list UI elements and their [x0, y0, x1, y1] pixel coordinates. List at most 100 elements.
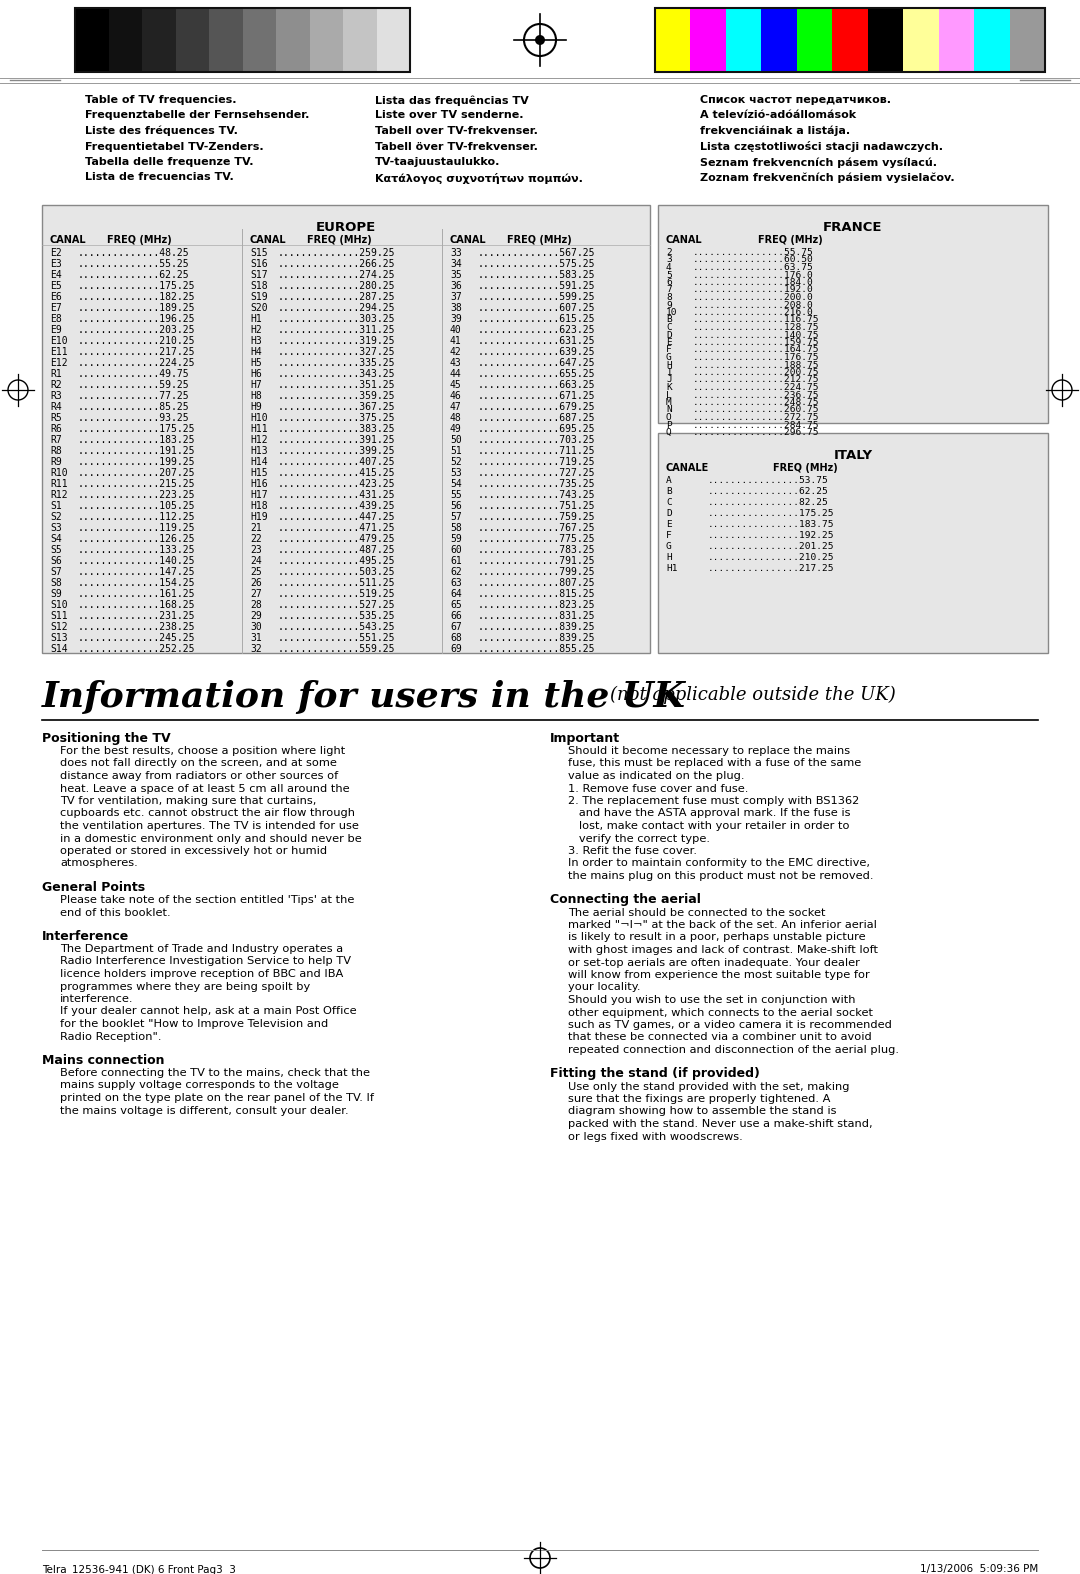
Text: 39: 39	[450, 313, 462, 324]
Text: ................248.75: ................248.75	[693, 398, 820, 408]
Text: 69: 69	[450, 644, 462, 655]
Text: ................224.75: ................224.75	[693, 382, 820, 392]
Bar	[310, 8, 343, 72]
Text: ..............223.25: ..............223.25	[78, 490, 195, 501]
Text: sure that the fixings are properly tightened. A: sure that the fixings are properly tight…	[568, 1094, 831, 1103]
Text: H8: H8	[249, 390, 261, 401]
Text: H6: H6	[249, 368, 261, 379]
Text: repeated connection and disconnection of the aerial plug.: repeated connection and disconnection of…	[568, 1045, 899, 1055]
Text: 65: 65	[450, 600, 462, 611]
Text: 1. Remove fuse cover and fuse.: 1. Remove fuse cover and fuse.	[568, 784, 748, 793]
Text: H12: H12	[249, 434, 268, 445]
Bar	[658, 433, 1048, 653]
Text: F: F	[666, 530, 672, 540]
Text: ..............607.25: ..............607.25	[478, 304, 595, 313]
Text: 27: 27	[249, 589, 261, 600]
Text: 37: 37	[450, 293, 462, 302]
Text: R6: R6	[50, 423, 62, 434]
Text: ..............527.25: ..............527.25	[278, 600, 395, 611]
Text: 2. The replacement fuse must comply with BS1362: 2. The replacement fuse must comply with…	[568, 796, 860, 806]
Text: B: B	[666, 315, 672, 324]
Text: Positioning the TV: Positioning the TV	[42, 732, 171, 745]
Bar	[658, 205, 1048, 423]
Text: 43: 43	[450, 357, 462, 368]
Text: ..............266.25: ..............266.25	[278, 260, 395, 269]
Text: ..............791.25: ..............791.25	[478, 556, 595, 567]
Text: Tabell over TV-frekvenser.: Tabell over TV-frekvenser.	[375, 126, 538, 135]
Text: ..............479.25: ..............479.25	[278, 534, 395, 545]
Text: EUROPE: EUROPE	[315, 220, 376, 235]
Text: E4: E4	[50, 271, 62, 280]
Text: ................188.75: ................188.75	[693, 360, 820, 370]
Text: R12: R12	[50, 490, 68, 501]
Text: H10: H10	[249, 412, 268, 423]
Text: H: H	[666, 360, 672, 370]
Text: 4: 4	[666, 263, 672, 272]
Text: 55: 55	[450, 490, 462, 501]
Text: The Department of Trade and Industry operates a: The Department of Trade and Industry ope…	[60, 944, 343, 954]
Text: H1: H1	[249, 313, 261, 324]
Text: H4: H4	[249, 346, 261, 357]
Text: ..............119.25: ..............119.25	[78, 523, 195, 534]
Text: R1: R1	[50, 368, 62, 379]
Text: ..............575.25: ..............575.25	[478, 260, 595, 269]
Text: ..............93.25: ..............93.25	[78, 412, 190, 423]
Text: distance away from radiators or other sources of: distance away from radiators or other so…	[60, 771, 338, 781]
Text: ..............351.25: ..............351.25	[278, 379, 395, 390]
Text: ..............311.25: ..............311.25	[278, 324, 395, 335]
Text: ..............735.25: ..............735.25	[478, 478, 595, 490]
Text: 34: 34	[450, 260, 462, 269]
Text: ................236.75: ................236.75	[693, 390, 820, 400]
Text: R5: R5	[50, 412, 62, 423]
Text: lost, make contact with your retailer in order to: lost, make contact with your retailer in…	[568, 822, 850, 831]
Text: ..............839.25: ..............839.25	[478, 622, 595, 633]
Text: FREQ (MHz): FREQ (MHz)	[773, 463, 838, 474]
Text: R9: R9	[50, 456, 62, 467]
Text: ..............711.25: ..............711.25	[478, 445, 595, 456]
Text: S11: S11	[50, 611, 68, 622]
Text: ..............687.25: ..............687.25	[478, 412, 595, 423]
Text: Information for users in the UK: Information for users in the UK	[42, 680, 686, 715]
Text: CANAL: CANAL	[249, 235, 286, 246]
Text: Liste over TV senderne.: Liste over TV senderne.	[375, 110, 524, 121]
Bar	[690, 8, 726, 72]
Text: ..............751.25: ..............751.25	[478, 501, 595, 512]
Text: ................284.75: ................284.75	[693, 420, 820, 430]
Text: ................55.75: ................55.75	[693, 249, 813, 257]
Text: E7: E7	[50, 304, 62, 313]
Text: ..............639.25: ..............639.25	[478, 346, 595, 357]
Text: FREQ (MHz): FREQ (MHz)	[307, 235, 372, 246]
Text: 57: 57	[450, 512, 462, 523]
Text: Should you wish to use the set in conjunction with: Should you wish to use the set in conjun…	[568, 995, 855, 1006]
Text: Список частот передатчиков.: Список частот передатчиков.	[700, 94, 891, 105]
Text: 63: 63	[450, 578, 462, 589]
Text: ................216.0: ................216.0	[693, 309, 813, 316]
Text: ..............743.25: ..............743.25	[478, 490, 595, 501]
Text: 25: 25	[249, 567, 261, 578]
Text: C: C	[666, 323, 672, 332]
Text: E12: E12	[50, 357, 68, 368]
Text: TV-taajuustaulukko.: TV-taajuustaulukko.	[375, 157, 500, 167]
Text: in a domestic environment only and should never be: in a domestic environment only and shoul…	[60, 834, 362, 844]
Text: frekvenciáinak a listája.: frekvenciáinak a listája.	[700, 126, 850, 137]
Text: ..............399.25: ..............399.25	[278, 445, 395, 456]
Text: A televízió-adóállomások: A televízió-adóállomások	[700, 110, 856, 121]
Text: S7: S7	[50, 567, 62, 578]
Text: 59: 59	[450, 534, 462, 545]
Text: Use only the stand provided with the set, making: Use only the stand provided with the set…	[568, 1081, 850, 1091]
Text: ..............319.25: ..............319.25	[278, 335, 395, 346]
Text: ..............519.25: ..............519.25	[278, 589, 395, 600]
Text: ..............431.25: ..............431.25	[278, 490, 395, 501]
Text: ..............855.25: ..............855.25	[478, 644, 595, 655]
Text: R4: R4	[50, 401, 62, 412]
Text: ..............217.25: ..............217.25	[78, 346, 195, 357]
Text: ..............415.25: ..............415.25	[278, 467, 395, 478]
Text: Lista częstotliwości stacji nadawczych.: Lista częstotliwości stacji nadawczych.	[700, 142, 943, 153]
Text: E: E	[666, 338, 672, 346]
Text: C: C	[666, 497, 672, 507]
Text: ..............679.25: ..............679.25	[478, 401, 595, 412]
Text: 33: 33	[450, 249, 462, 258]
Text: CANALE: CANALE	[666, 463, 710, 474]
Text: E11: E11	[50, 346, 68, 357]
Text: H19: H19	[249, 512, 268, 523]
